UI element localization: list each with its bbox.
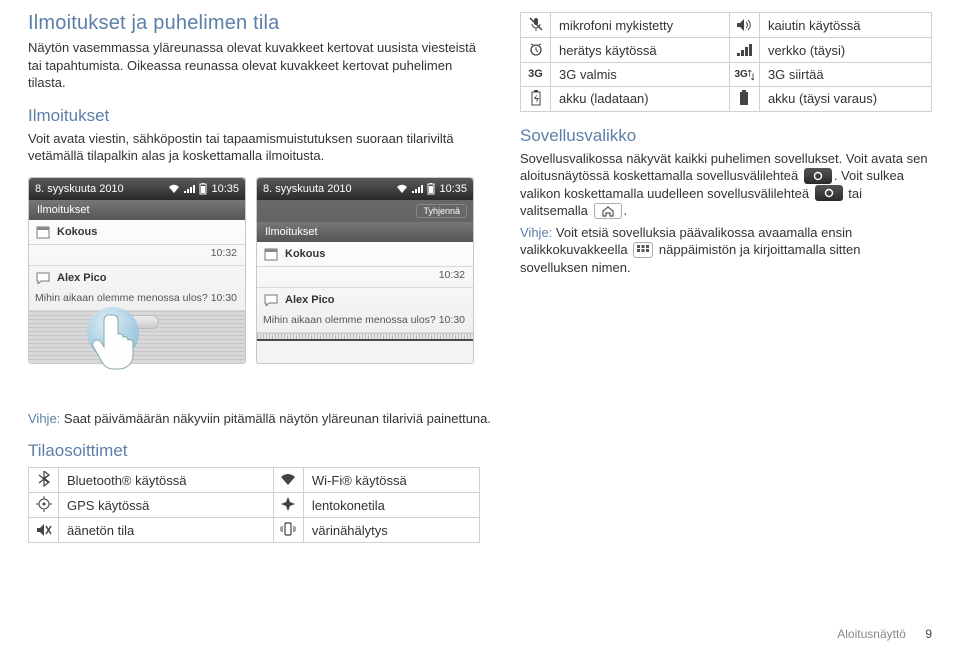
gps-icon: [34, 495, 54, 513]
footer-page-number: 9: [925, 627, 932, 641]
appmenu-hint: Vihje: Voit etsiä sovelluksia päävalikos…: [520, 224, 932, 277]
statusbar-time: 10:35: [439, 183, 467, 195]
airplane-icon: [278, 495, 298, 513]
statusbar-date: 8. syyskuuta 2010: [263, 183, 352, 195]
notif-item-time: 10:32: [439, 269, 465, 281]
table-cell: verkko (täysi): [759, 38, 931, 63]
page-footer: Aloitusnäyttö 9: [837, 627, 932, 641]
drag-handle: [257, 333, 473, 339]
signal-icon: [411, 184, 423, 194]
message-icon: [35, 270, 51, 286]
phone-screenshot-2: 8. syyskuuta 2010 10:35: [256, 177, 474, 364]
indicators-heading: Tilaosoittimet: [28, 441, 932, 461]
table-cell: akku (ladataan): [551, 86, 730, 111]
notif-panel-title: Ilmoitukset: [37, 204, 90, 216]
mic-mute-icon: [526, 15, 546, 33]
appmenu-heading: Sovellusvalikko: [520, 126, 932, 146]
wifi-icon: [396, 184, 408, 194]
battery-icon: [426, 183, 436, 195]
hint-label: Vihje:: [28, 411, 60, 426]
table-cell: mikrofoni mykistetty: [551, 13, 730, 38]
appmenu-paragraph: Sovellusvalikossa näkyvät kaikki puhelim…: [520, 150, 932, 220]
alarm-icon: [526, 40, 546, 58]
table-cell: äänetön tila: [59, 518, 274, 543]
notif-item-time: 10:30: [439, 314, 465, 326]
battery-icon: [198, 183, 208, 195]
notif-item-label: Alex Pico: [57, 272, 237, 284]
calendar-icon: [263, 246, 279, 262]
notifications-heading: Ilmoitukset: [28, 106, 480, 126]
statusbar-date: 8. syyskuuta 2010: [35, 183, 124, 195]
page-title: Ilmoitukset ja puhelimen tila: [28, 12, 480, 35]
3g-transfer-icon: 3G: [734, 66, 754, 84]
clear-button[interactable]: Tyhjennä: [416, 204, 467, 218]
signal-icon: [183, 184, 195, 194]
3g-icon: 3G: [526, 65, 546, 83]
apps-tab-icon: [815, 185, 843, 201]
indicators-table: Bluetooth® käytössä Wi-Fi® käytössä GPS …: [28, 467, 480, 543]
text: Saat päivämäärän näkyviin pitämällä näyt…: [60, 411, 491, 426]
table-cell: kaiutin käytössä: [759, 13, 931, 38]
table-cell: Wi-Fi® käytössä: [303, 468, 479, 493]
hint-label: Vihje:: [520, 225, 552, 240]
status-icons-table: mikrofoni mykistetty kaiutin käytössä he…: [520, 12, 932, 112]
bluetooth-icon: [34, 470, 54, 488]
date-hint: Vihje: Saat päivämäärän näkyviin pitämäl…: [28, 410, 932, 428]
notif-item-label: Alex Pico: [285, 294, 465, 306]
vibrate-icon: [278, 520, 298, 538]
table-cell: herätys käytössä: [551, 38, 730, 63]
table-cell: lentokonetila: [303, 493, 479, 518]
table-cell: värinähälytys: [303, 518, 479, 543]
table-cell: GPS käytössä: [59, 493, 274, 518]
notif-item-label: Kokous: [285, 248, 465, 260]
apps-tab-icon: [804, 168, 832, 184]
home-icon: [594, 203, 622, 219]
battery-full-icon: [734, 89, 754, 107]
wifi-icon: [168, 184, 180, 194]
notif-panel-title: Ilmoitukset: [265, 226, 318, 238]
menu-grid-icon: [633, 242, 653, 258]
notif-item-time: 10:30: [211, 292, 237, 304]
wifi-icon: [278, 471, 298, 489]
phone-screenshot-1: 8. syyskuuta 2010 10:35: [28, 177, 246, 364]
drag-mat: [29, 311, 245, 363]
silent-icon: [34, 521, 54, 539]
signal-full-icon: [734, 41, 754, 59]
battery-charging-icon: [526, 89, 546, 107]
table-cell: 3G valmis: [551, 63, 730, 87]
message-icon: [263, 292, 279, 308]
table-cell: Bluetooth® käytössä: [59, 468, 274, 493]
calendar-icon: [35, 224, 51, 240]
notif-sub-text: Mihin aikaan olemme menossa ulos?: [35, 292, 208, 304]
notifications-body: Voit avata viestin, sähköpostin tai tapa…: [28, 130, 480, 165]
notif-sub-text: Mihin aikaan olemme menossa ulos?: [263, 314, 436, 326]
table-cell: akku (täysi varaus): [759, 86, 931, 111]
drag-handle: [115, 315, 159, 329]
notif-item-time: 10:32: [211, 247, 237, 259]
text: .: [624, 203, 628, 218]
table-cell: 3G siirtää: [759, 63, 931, 87]
speaker-icon: [734, 16, 754, 34]
notif-item-label: Kokous: [57, 226, 237, 238]
statusbar-time: 10:35: [211, 183, 239, 195]
footer-section: Aloitusnäyttö: [837, 627, 906, 641]
intro-paragraph: Näytön vasemmassa yläreunassa olevat kuv…: [28, 39, 480, 92]
